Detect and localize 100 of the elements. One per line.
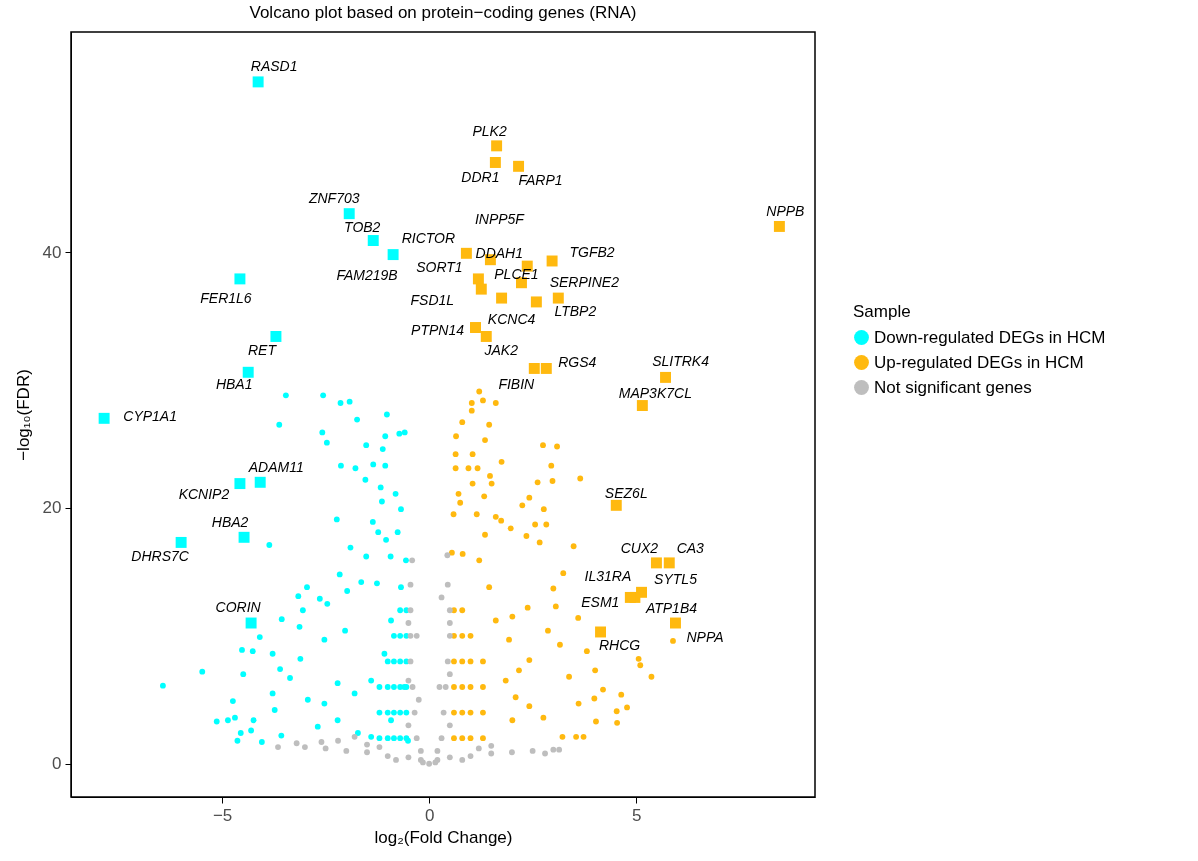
point (367, 235, 379, 246)
point (242, 366, 254, 378)
point (446, 607, 453, 614)
legend-label: Not significant genes (874, 377, 1032, 397)
point (376, 744, 383, 751)
annotation: INPP5F (474, 210, 526, 227)
point (475, 283, 487, 295)
annotation: DHRS7C (131, 548, 190, 565)
point (254, 476, 266, 488)
point (426, 760, 433, 767)
annotation: HBA1 (215, 376, 253, 393)
point (650, 557, 662, 569)
point (387, 249, 399, 261)
point (434, 748, 441, 754)
annotation: CYP1A1 (123, 408, 177, 425)
point (175, 536, 187, 548)
annotation: ATP1B4 (644, 600, 698, 617)
annotation: PLCE1 (494, 265, 539, 282)
point (343, 748, 350, 754)
point (302, 744, 308, 751)
point (773, 220, 785, 232)
annotation: MAP3K7CL (618, 384, 692, 401)
point (636, 586, 647, 598)
point (488, 742, 495, 749)
point (509, 749, 515, 756)
annotation: SLITRK4 (652, 353, 710, 370)
point (459, 756, 466, 763)
point (446, 671, 453, 678)
annotation: ZNF703 (307, 189, 360, 206)
annotation: SORT1 (416, 258, 463, 275)
point (364, 741, 370, 748)
annotation: CORIN (215, 599, 262, 616)
annotation: RHCG (598, 636, 641, 653)
point (460, 247, 472, 259)
point (595, 626, 607, 638)
annotation: JAK2 (483, 342, 519, 359)
point (470, 322, 481, 333)
point (322, 745, 329, 752)
point (636, 400, 648, 412)
point (488, 750, 495, 757)
point (610, 499, 622, 511)
point (624, 591, 636, 603)
annotation: CA3 (676, 539, 705, 556)
point (407, 658, 414, 665)
point (467, 753, 474, 759)
point (343, 208, 355, 220)
point (540, 362, 552, 374)
annotation: RASD1 (250, 57, 298, 74)
point (480, 330, 492, 342)
annotation: FER1L6 (200, 289, 252, 306)
legend-title: Sample (853, 302, 911, 321)
point (530, 296, 542, 308)
annotation: PLK2 (472, 122, 507, 139)
point (238, 531, 250, 543)
point (234, 273, 246, 285)
point (393, 756, 399, 763)
annotation: KCNC4 (487, 311, 536, 328)
point (335, 737, 341, 744)
point (413, 735, 420, 742)
point (670, 617, 681, 629)
annotation: ADAM11 (247, 459, 304, 476)
point (405, 722, 412, 729)
point (407, 581, 414, 588)
x-tick-label: 5 (631, 805, 642, 825)
point (405, 677, 412, 684)
point (98, 412, 110, 424)
point (546, 255, 558, 267)
annotation: DDAH1 (475, 245, 523, 262)
point (417, 748, 424, 754)
y-axis-title: −log₁₀(FDR) (13, 369, 33, 461)
point (489, 157, 501, 168)
point (446, 722, 453, 729)
legend-label: Up-regulated DEGs in HCM (874, 352, 1084, 372)
point (318, 739, 325, 745)
point (444, 658, 451, 665)
point (411, 709, 418, 716)
point (552, 292, 564, 304)
annotation: ESM1 (581, 594, 620, 611)
annotation: IL31RA (584, 568, 632, 585)
point (475, 745, 482, 752)
point (496, 292, 508, 304)
point (407, 607, 414, 614)
point (275, 744, 281, 751)
annotation: DDR1 (461, 169, 500, 186)
annotation: SERPINE2 (549, 274, 620, 291)
point (528, 362, 540, 374)
point (442, 684, 449, 690)
annotation: HBA2 (211, 514, 249, 531)
point (405, 620, 412, 626)
point (663, 557, 675, 569)
annotation: NPPA (686, 628, 724, 645)
point (351, 733, 358, 740)
annotation: CUX2 (620, 539, 659, 556)
annotation: FSD1L (410, 292, 455, 309)
annotation: PTPN14 (411, 321, 465, 338)
point (364, 749, 370, 756)
x-axis-title: log₂(Fold Change) (374, 827, 513, 847)
annotation: RICTOR (401, 230, 456, 247)
point (444, 552, 451, 559)
point (513, 160, 525, 172)
